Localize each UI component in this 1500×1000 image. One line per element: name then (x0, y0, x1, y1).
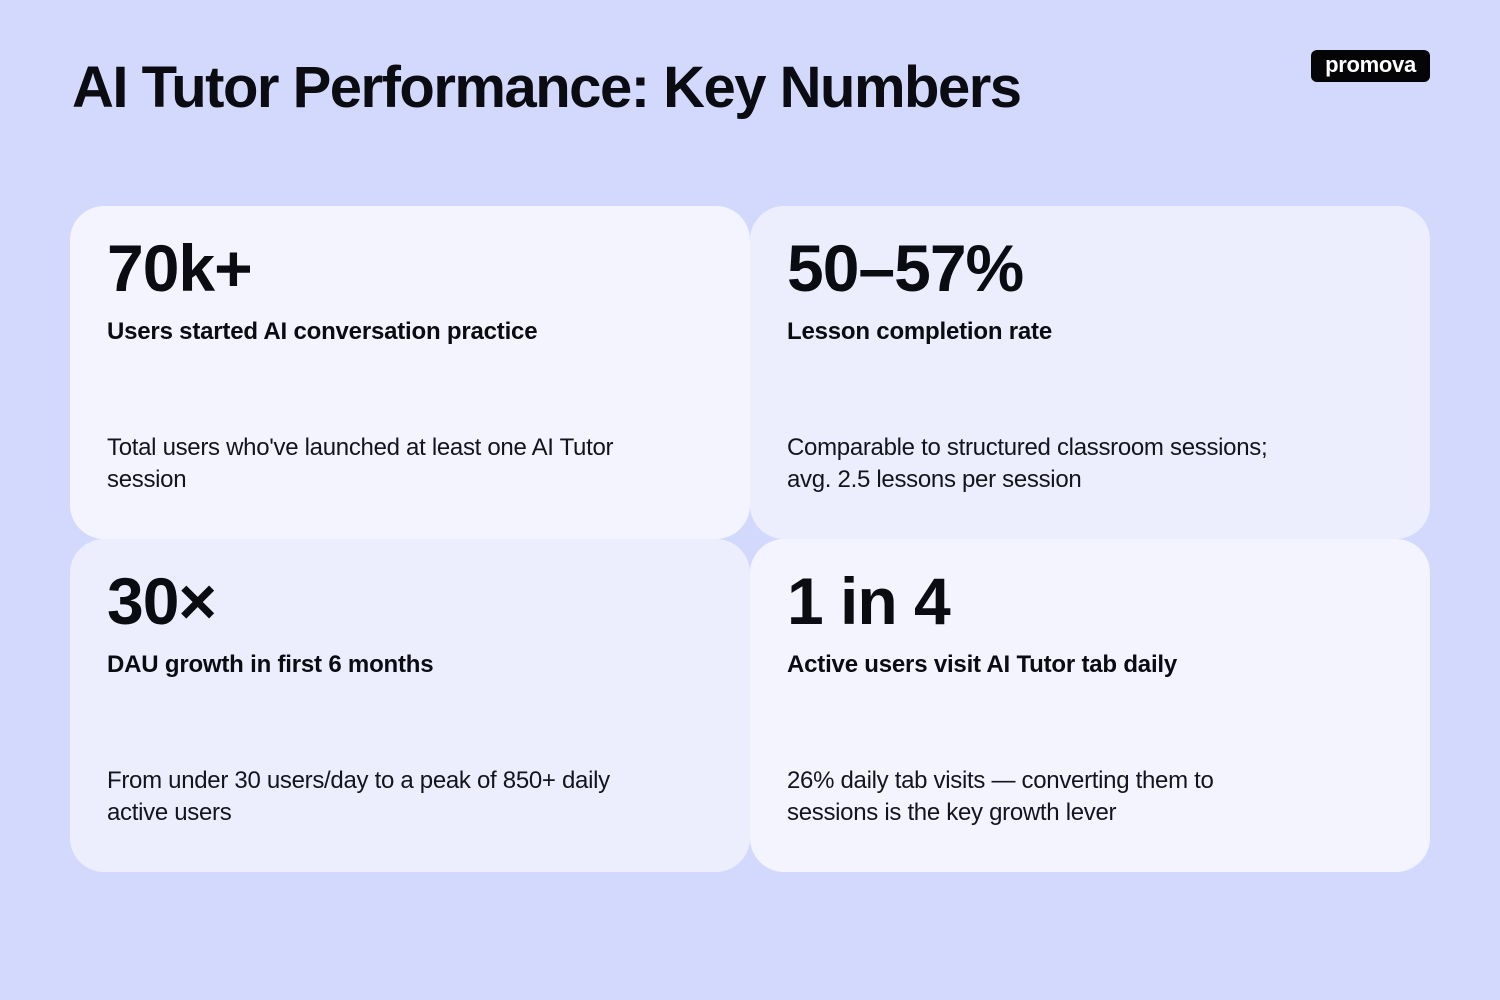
stat-card-dau-growth: 30× DAU growth in first 6 months From un… (70, 539, 750, 872)
stat-value: 30× (107, 564, 217, 638)
stat-card-lesson-completion: 50–57% Lesson completion rate Comparable… (750, 206, 1430, 539)
stat-label: Active users visit AI Tutor tab daily (787, 651, 1178, 678)
stat-card-daily-tab-visits: 1 in 4 Active users visit AI Tutor tab d… (750, 539, 1430, 872)
stat-description: Total users who've launched at least one… (107, 434, 614, 493)
stat-label: Lesson completion rate (787, 318, 1052, 345)
stat-label: Users started AI conversation practice (107, 318, 538, 345)
stat-description: 26% daily tab visits — converting them t… (787, 767, 1214, 826)
stat-description: From under 30 users/day to a peak of 850… (107, 767, 610, 826)
stat-value: 70k+ (107, 231, 253, 305)
stat-card-users-started: 70k+ Users started AI conversation pract… (70, 206, 750, 539)
stat-value: 50–57% (787, 231, 1024, 305)
page-title: AI Tutor Performance: Key Numbers (72, 55, 1022, 120)
stat-value: 1 in 4 (787, 564, 951, 638)
promova-logo: promova (1311, 50, 1430, 82)
stat-label: DAU growth in first 6 months (107, 651, 434, 678)
stat-description: Comparable to structured classroom sessi… (787, 434, 1268, 493)
